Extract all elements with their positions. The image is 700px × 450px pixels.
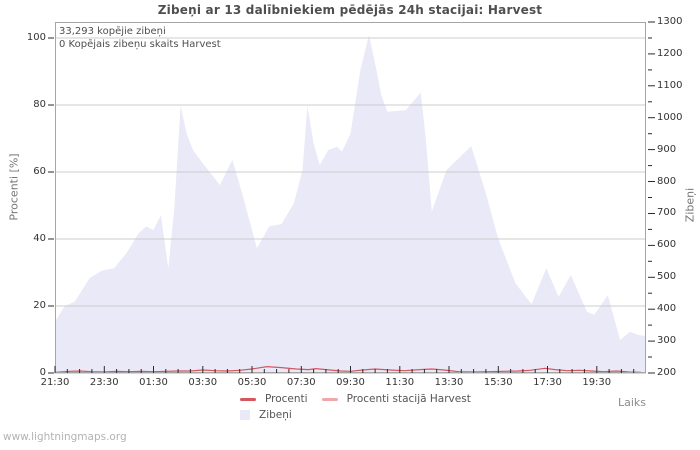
legend-label-zibeni: Zibeņi <box>259 409 292 421</box>
x-tick-label: 13:30 <box>434 377 464 388</box>
x-tick-label: 05:30 <box>237 377 267 388</box>
x-tick-label: 01:30 <box>139 377 168 388</box>
watermark: www.lightningmaps.org <box>3 431 127 443</box>
legend-row-1: Procenti Procenti stacijā Harvest <box>240 393 471 405</box>
right-tick-label: 400 <box>657 303 677 315</box>
right-tick-label: 200 <box>657 367 677 378</box>
right-tick-label: 1100 <box>657 79 683 91</box>
left-tick-label: 20 <box>33 299 46 311</box>
right-tick-label: 700 <box>657 207 677 219</box>
area-series-zibeni <box>55 35 646 373</box>
x-tick-label: 21:30 <box>40 377 70 388</box>
x-tick-label: 09:30 <box>336 377 365 388</box>
left-tick-label: 60 <box>33 165 46 177</box>
legend-row-2: Zibeņi <box>240 409 471 421</box>
x-tick-label: 03:30 <box>188 377 218 388</box>
right-tick-label: 800 <box>657 175 677 187</box>
left-tick-label: 0 <box>39 367 46 378</box>
annotation-station-strikes: 0 Kopējais zibeņu skaits Harvest <box>59 39 221 50</box>
x-axis-title: Laiks <box>617 396 646 409</box>
x-tick-label: 17:30 <box>533 377 562 388</box>
left-tick-label: 100 <box>26 31 46 43</box>
right-tick-label: 1000 <box>657 111 683 123</box>
chart-title: Zibeņi ar 13 dalībniekiem pēdējās 24h st… <box>157 3 543 17</box>
legend-item-procenti-harvest: Procenti stacijā Harvest <box>321 393 471 405</box>
harvest-line-swatch-icon <box>321 397 338 401</box>
left-tick-label: 40 <box>33 232 46 244</box>
left-axis-title: Procenti [%] <box>7 153 21 221</box>
legend-label-procenti: Procenti <box>265 393 308 405</box>
x-tick-label: 23:30 <box>89 377 119 388</box>
x-tick-label: 19:30 <box>582 377 612 388</box>
right-tick-label: 500 <box>657 271 677 283</box>
procenti-line-swatch-icon <box>240 397 256 401</box>
right-tick-label: 1200 <box>657 47 683 59</box>
annotations: 33,293 kopējie zibeņi 0 Kopējais zibeņu … <box>59 25 221 51</box>
right-tick-label: 900 <box>657 143 677 155</box>
legend: Procenti Procenti stacijā Harvest Zibeņi <box>240 393 471 421</box>
right-tick-label: 300 <box>657 335 677 347</box>
legend-label-procenti-harvest: Procenti stacijā Harvest <box>346 393 471 405</box>
right-tick-label: 1300 <box>657 16 683 27</box>
x-tick-label: 15:30 <box>483 377 513 388</box>
line-procenti <box>54 365 642 373</box>
legend-item-zibeni: Zibeņi <box>240 409 292 421</box>
legend-item-procenti: Procenti <box>240 393 308 405</box>
plot-area <box>48 21 655 374</box>
x-tick-label: 07:30 <box>286 377 316 388</box>
right-tick-label: 600 <box>657 239 677 251</box>
annotation-total-strikes: 33,293 kopējie zibeņi <box>59 26 166 37</box>
right-axis-title: Zibeņi <box>683 187 697 223</box>
zibeni-area-swatch-icon <box>240 410 250 420</box>
x-tick-label: 11:30 <box>385 377 415 388</box>
left-tick-label: 80 <box>33 98 46 110</box>
